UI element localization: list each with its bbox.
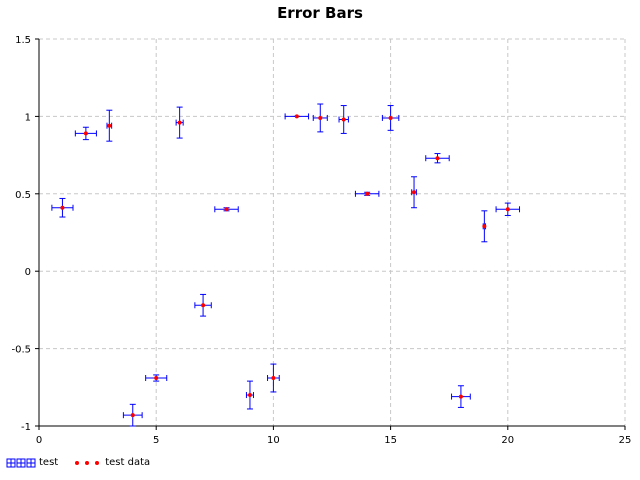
x-tick-label: 20 — [501, 435, 514, 446]
data-point — [388, 115, 393, 120]
y-tick-label: -0.5 — [11, 345, 31, 356]
error-bar-series — [51, 103, 521, 427]
x-tick-label: 5 — [153, 435, 159, 446]
axes: 0 5 10 15 20 25 -1 -0.5 0 0.5 1 1.5 — [11, 35, 631, 446]
data-point — [435, 156, 440, 161]
data-point — [60, 205, 65, 210]
data-point — [294, 114, 299, 119]
grid — [39, 38, 626, 426]
data-point — [247, 393, 252, 398]
y-tick-label: 1 — [25, 112, 31, 123]
x-tick-label: 0 — [36, 435, 42, 446]
y-tick-label: 1.5 — [15, 35, 31, 46]
legend-dot-symbol — [75, 460, 100, 465]
legend-label: test data — [105, 457, 151, 468]
legend-error-bar-symbol — [6, 458, 36, 467]
x-tick-label: 25 — [619, 435, 632, 446]
x-tick-label: 10 — [267, 435, 280, 446]
legend-item-test-data: test data — [72, 457, 150, 468]
legend-label: test — [39, 457, 59, 468]
data-point — [107, 123, 112, 128]
data-point — [318, 115, 323, 120]
y-tick-label: 0 — [25, 267, 31, 278]
legend-item-error-bars: test — [6, 457, 58, 468]
legend: test test data — [6, 457, 164, 468]
data-point — [154, 376, 159, 381]
data-point — [482, 224, 487, 229]
data-point — [341, 117, 346, 122]
data-point-series — [60, 114, 510, 418]
data-point — [83, 131, 88, 136]
chart-title: Error Bars — [277, 4, 363, 22]
x-tick-label: 15 — [384, 435, 397, 446]
data-point — [177, 120, 182, 125]
data-point — [412, 190, 417, 195]
y-tick-label: 0.5 — [15, 190, 31, 201]
y-tick-label: -1 — [21, 422, 31, 433]
error-bar — [381, 105, 400, 131]
data-point — [505, 207, 510, 212]
data-point — [224, 207, 229, 212]
data-point — [458, 394, 463, 399]
data-point — [201, 303, 206, 308]
data-point — [271, 376, 276, 381]
data-point — [365, 191, 370, 196]
data-point — [130, 413, 135, 418]
